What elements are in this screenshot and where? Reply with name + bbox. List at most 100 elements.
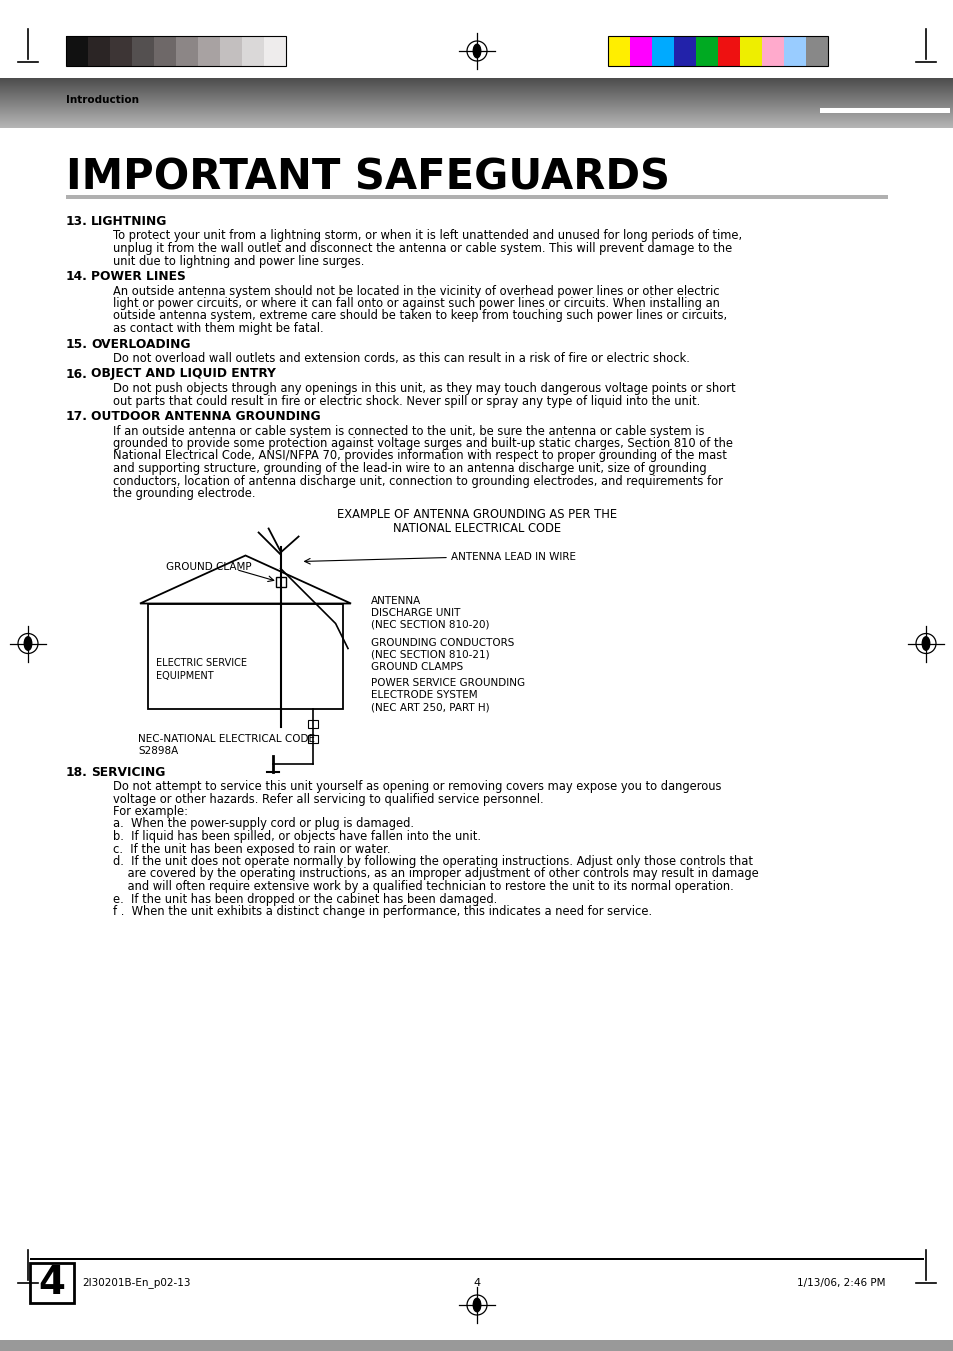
- Text: OUTDOOR ANTENNA GROUNDING: OUTDOOR ANTENNA GROUNDING: [91, 409, 320, 423]
- Bar: [805, 36, 827, 66]
- Text: ELECTRODE SYSTEM: ELECTRODE SYSTEM: [371, 690, 477, 701]
- Bar: [629, 36, 651, 66]
- Bar: [740, 36, 761, 66]
- Text: Do not overload wall outlets and extension cords, as this can result in a risk o: Do not overload wall outlets and extensi…: [112, 353, 689, 365]
- Text: NATIONAL ELECTRICAL CODE: NATIONAL ELECTRICAL CODE: [393, 521, 560, 535]
- Bar: [30, 1258, 923, 1259]
- Bar: [110, 36, 132, 66]
- Text: OVERLOADING: OVERLOADING: [91, 338, 191, 350]
- Text: e.  If the unit has been dropped or the cabinet has been damaged.: e. If the unit has been dropped or the c…: [112, 893, 497, 905]
- Text: 17.: 17.: [66, 409, 88, 423]
- Bar: [0, 1340, 953, 1351]
- Text: out parts that could result in fire or electric shock. Never spill or spray any : out parts that could result in fire or e…: [112, 394, 700, 408]
- Bar: [761, 36, 783, 66]
- Text: Do not push objects through any openings in this unit, as they may touch dangero: Do not push objects through any openings…: [112, 382, 735, 394]
- Bar: [308, 720, 317, 727]
- Text: POWER LINES: POWER LINES: [91, 270, 186, 282]
- Text: National Electrical Code, ANSI/NFPA 70, provides information with respect to pro: National Electrical Code, ANSI/NFPA 70, …: [112, 450, 726, 462]
- Text: b.  If liquid has been spilled, or objects have fallen into the unit.: b. If liquid has been spilled, or object…: [112, 830, 480, 843]
- Text: OBJECT AND LIQUID ENTRY: OBJECT AND LIQUID ENTRY: [91, 367, 275, 381]
- Ellipse shape: [473, 1298, 480, 1312]
- Bar: [0, 0, 953, 80]
- Text: voltage or other hazards. Refer all servicing to qualified service personnel.: voltage or other hazards. Refer all serv…: [112, 793, 543, 805]
- Text: LIGHTNING: LIGHTNING: [91, 215, 167, 228]
- Text: 15.: 15.: [66, 338, 88, 350]
- Text: 14.: 14.: [66, 270, 88, 282]
- Text: are covered by the operating instructions, as an improper adjustment of other co: are covered by the operating instruction…: [112, 867, 758, 881]
- Bar: [66, 36, 286, 66]
- Text: Do not attempt to service this unit yourself as opening or removing covers may e: Do not attempt to service this unit your…: [112, 780, 720, 793]
- Bar: [66, 195, 887, 199]
- Bar: [66, 36, 88, 66]
- Text: (NEC ART 250, PART H): (NEC ART 250, PART H): [371, 703, 489, 712]
- Polygon shape: [140, 555, 351, 604]
- Text: GROUND CLAMPS: GROUND CLAMPS: [371, 662, 463, 671]
- Text: conductors, location of antenna discharge unit, connection to grounding electrod: conductors, location of antenna discharg…: [112, 474, 722, 488]
- Text: ANTENNA LEAD IN WIRE: ANTENNA LEAD IN WIRE: [451, 553, 576, 562]
- Text: 13.: 13.: [66, 215, 88, 228]
- Bar: [275, 577, 285, 586]
- Text: IMPORTANT SAFEGUARDS: IMPORTANT SAFEGUARDS: [66, 157, 669, 199]
- Text: (NEC SECTION 810-21): (NEC SECTION 810-21): [371, 650, 489, 659]
- Text: (NEC SECTION 810-20): (NEC SECTION 810-20): [371, 620, 489, 630]
- Text: An outside antenna system should not be located in the vicinity of overhead powe: An outside antenna system should not be …: [112, 285, 719, 297]
- Bar: [264, 36, 286, 66]
- Ellipse shape: [473, 45, 480, 58]
- Bar: [242, 36, 264, 66]
- Text: GROUNDING CONDUCTORS: GROUNDING CONDUCTORS: [371, 638, 514, 647]
- Bar: [696, 36, 718, 66]
- Text: f .  When the unit exhibits a distinct change in performance, this indicates a n: f . When the unit exhibits a distinct ch…: [112, 905, 652, 917]
- Text: unplug it from the wall outlet and disconnect the antenna or cable system. This : unplug it from the wall outlet and disco…: [112, 242, 732, 255]
- Text: d.  If the unit does not operate normally by following the operating instruction: d. If the unit does not operate normally…: [112, 855, 752, 867]
- Text: EXAMPLE OF ANTENNA GROUNDING AS PER THE: EXAMPLE OF ANTENNA GROUNDING AS PER THE: [336, 508, 617, 521]
- Text: ELECTRIC SERVICE: ELECTRIC SERVICE: [156, 658, 247, 669]
- Text: EQUIPMENT: EQUIPMENT: [156, 670, 213, 681]
- Text: and will often require extensive work by a qualified technician to restore the u: and will often require extensive work by…: [112, 880, 733, 893]
- Text: GROUND CLAMP: GROUND CLAMP: [166, 562, 252, 571]
- Bar: [220, 36, 242, 66]
- Text: For example:: For example:: [112, 805, 188, 817]
- Bar: [198, 36, 220, 66]
- Text: the grounding electrode.: the grounding electrode.: [112, 486, 255, 500]
- Text: 4: 4: [473, 1278, 480, 1288]
- Bar: [607, 36, 629, 66]
- Ellipse shape: [922, 636, 929, 650]
- Text: 2I30201B-En_p02-13: 2I30201B-En_p02-13: [82, 1278, 191, 1289]
- Text: ANTENNA: ANTENNA: [371, 596, 421, 605]
- Text: c.  If the unit has been exposed to rain or water.: c. If the unit has been exposed to rain …: [112, 843, 390, 855]
- Bar: [820, 108, 949, 113]
- Bar: [718, 36, 740, 66]
- Bar: [148, 604, 343, 708]
- Bar: [607, 36, 827, 66]
- Text: light or power circuits, or where it can fall onto or against such power lines o: light or power circuits, or where it can…: [112, 297, 720, 309]
- Text: SERVICING: SERVICING: [91, 766, 165, 778]
- Text: DISCHARGE UNIT: DISCHARGE UNIT: [371, 608, 460, 617]
- Text: 4: 4: [38, 1265, 66, 1302]
- Text: outside antenna system, extreme care should be taken to keep from touching such : outside antenna system, extreme care sho…: [112, 309, 726, 323]
- Text: 16.: 16.: [66, 367, 88, 381]
- Bar: [673, 36, 696, 66]
- Text: grounded to provide some protection against voltage surges and built-up static c: grounded to provide some protection agai…: [112, 436, 732, 450]
- Text: NEC-NATIONAL ELECTRICAL CODE: NEC-NATIONAL ELECTRICAL CODE: [138, 734, 314, 743]
- Bar: [30, 1263, 74, 1302]
- Bar: [132, 36, 153, 66]
- Text: a.  When the power-supply cord or plug is damaged.: a. When the power-supply cord or plug is…: [112, 817, 414, 831]
- Text: POWER SERVICE GROUNDING: POWER SERVICE GROUNDING: [371, 678, 524, 689]
- Bar: [153, 36, 175, 66]
- Text: as contact with them might be fatal.: as contact with them might be fatal.: [112, 322, 323, 335]
- Text: and supporting structure, grounding of the lead-in wire to an antenna discharge : and supporting structure, grounding of t…: [112, 462, 706, 476]
- Text: S2898A: S2898A: [138, 747, 178, 757]
- Text: To protect your unit from a lightning storm, or when it is left unattended and u: To protect your unit from a lightning st…: [112, 230, 741, 242]
- Bar: [88, 36, 110, 66]
- Bar: [0, 128, 953, 134]
- Text: Introduction: Introduction: [66, 95, 139, 105]
- Bar: [783, 36, 805, 66]
- Bar: [175, 36, 198, 66]
- Text: 1/13/06, 2:46 PM: 1/13/06, 2:46 PM: [797, 1278, 885, 1288]
- Text: If an outside antenna or cable system is connected to the unit, be sure the ante: If an outside antenna or cable system is…: [112, 424, 703, 438]
- Bar: [651, 36, 673, 66]
- Bar: [308, 735, 317, 743]
- Text: 18.: 18.: [66, 766, 88, 778]
- Text: unit due to lightning and power line surges.: unit due to lightning and power line sur…: [112, 254, 364, 267]
- Ellipse shape: [24, 636, 31, 650]
